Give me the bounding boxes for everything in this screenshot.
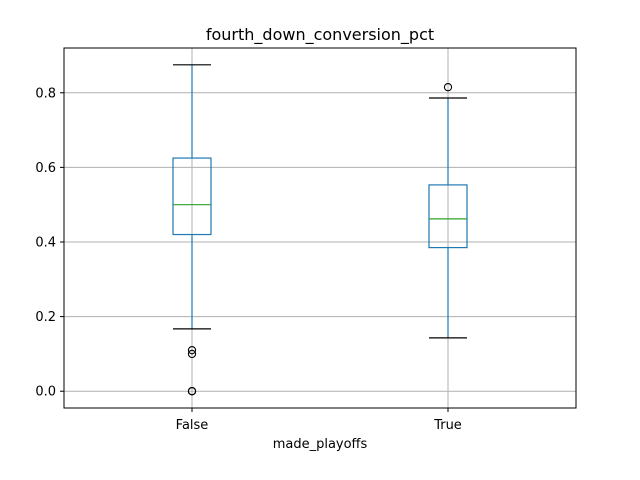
x-tick-label: False [176, 418, 209, 433]
outlier-point [187, 349, 197, 359]
y-tick-label: 0.2 [35, 310, 56, 325]
y-tick-label: 0.6 [35, 161, 56, 176]
outlier-point [187, 346, 197, 355]
boxes [172, 64, 468, 396]
grid-lines [64, 48, 576, 408]
chart-title: fourth_down_conversion_pct [206, 25, 434, 45]
plot-frame [63, 47, 577, 409]
outlier-point [443, 83, 453, 92]
y-tick-label: 0.8 [35, 86, 56, 101]
axis-ticks: 0.0 0.2 0.4 0.6 0.8 False True [35, 86, 462, 433]
iqr-box [428, 184, 468, 249]
y-tick-label: 0.0 [35, 385, 56, 400]
box-group [428, 83, 468, 339]
outlier-point [187, 387, 197, 396]
x-tick-label: True [433, 418, 462, 433]
x-axis-label: made_playoffs [273, 437, 368, 452]
y-tick-label: 0.4 [35, 235, 56, 250]
box-group [172, 64, 212, 396]
iqr-box [172, 157, 212, 236]
